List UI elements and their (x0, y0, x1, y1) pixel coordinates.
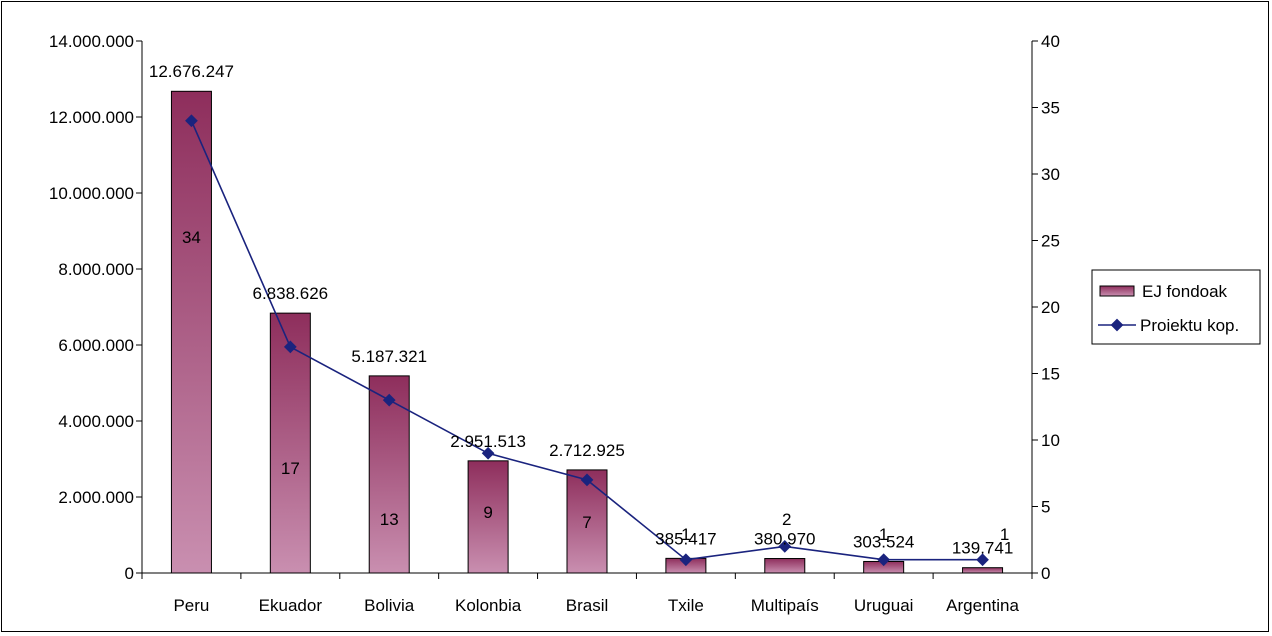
bar-data-label: 5.187.321 (351, 347, 427, 366)
line-data-label: 1 (879, 525, 888, 544)
bar (269, 312, 311, 574)
y-left-tick-label: 2.000.000 (58, 488, 134, 507)
legend-label-line: Proiektu kop. (1140, 316, 1239, 335)
line-data-label: 17 (281, 459, 300, 478)
x-tick-label: Brasil (566, 596, 609, 615)
bar-data-label: 303.524 (853, 532, 914, 551)
bar (764, 558, 806, 574)
bar (368, 375, 410, 574)
bar (467, 460, 509, 574)
y-left-tick-label: 6.000.000 (58, 336, 134, 355)
y-right-tick-label: 15 (1041, 365, 1060, 384)
y-right-tick-label: 25 (1041, 232, 1060, 251)
line-point (382, 393, 396, 407)
y-right-tick-label: 0 (1041, 564, 1050, 583)
line-data-label: 9 (483, 503, 492, 522)
legend: EJ fondoak Proiektu kop. (1091, 269, 1261, 345)
bar (962, 567, 1004, 574)
line-point (283, 340, 297, 354)
y-left-tick-label: 12.000.000 (49, 108, 134, 127)
y-right-tick-label: 5 (1041, 498, 1050, 517)
y-left-tick-label: 14.000.000 (49, 32, 134, 51)
line-point (185, 114, 198, 128)
y-left-tick-label: 10.000.000 (49, 184, 134, 203)
line-data-label: 1 (1000, 525, 1009, 544)
line-data-label: 1 (681, 525, 690, 544)
y-left-tick-label: 0 (125, 564, 134, 583)
legend-box (1091, 269, 1261, 345)
y-right-tick-label: 35 (1041, 99, 1060, 118)
bar-data-label: 12.676.247 (149, 62, 234, 81)
legend-swatch-bar (1099, 285, 1135, 297)
line-point (481, 446, 495, 460)
y-right-tick-label: 10 (1041, 431, 1060, 450)
x-tick-label: Txile (668, 596, 704, 615)
bar-data-label: 139.741 (952, 539, 1013, 558)
bar-data-label: 2.951.513 (450, 432, 526, 451)
y-left-tick-label: 4.000.000 (58, 412, 134, 431)
y-right-tick-label: 20 (1041, 298, 1060, 317)
x-tick-label: Bolivia (364, 596, 415, 615)
bar (170, 90, 212, 574)
bar-data-label: 2.712.925 (549, 441, 625, 460)
line-data-label: 2 (782, 510, 791, 529)
bar-data-label: 6.838.626 (253, 284, 329, 303)
x-tick-label: Uruguai (854, 596, 914, 615)
x-tick-label: Kolonbia (455, 596, 522, 615)
line-data-label: 13 (380, 510, 399, 529)
x-tick-label: Multipaís (751, 596, 819, 615)
bar-data-label: 385.417 (655, 529, 716, 548)
bar (566, 469, 608, 574)
x-tick-label: Argentina (946, 596, 1019, 615)
legend-label-bar: EJ fondoak (1142, 282, 1228, 301)
x-tick-label: Ekuador (259, 596, 323, 615)
line-data-label: 34 (182, 228, 201, 247)
y-right-tick-label: 30 (1041, 165, 1060, 184)
x-tick-label: Peru (173, 596, 209, 615)
y-left-tick-label: 8.000.000 (58, 260, 134, 279)
bar-data-label: 380.970 (754, 530, 815, 549)
line-data-label: 7 (582, 513, 591, 532)
y-right-tick-label: 40 (1041, 32, 1060, 51)
